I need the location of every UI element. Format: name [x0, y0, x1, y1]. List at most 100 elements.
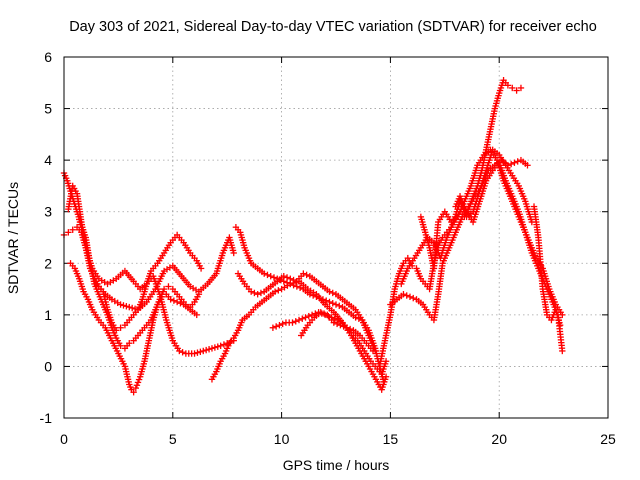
data-point-interp	[227, 338, 234, 346]
series-s5	[76, 216, 237, 313]
data-point-interp	[270, 274, 278, 281]
data-point-interp	[257, 289, 265, 297]
data-point	[326, 288, 333, 295]
data-point-interp	[316, 294, 323, 302]
x-tick-label: 15	[383, 431, 399, 447]
data-point-interp	[305, 312, 312, 320]
data-point	[330, 319, 338, 326]
data-point	[173, 298, 181, 306]
y-axis-label: SDTVAR / TECUs	[5, 182, 21, 294]
data-point	[556, 321, 564, 329]
data-point	[317, 309, 324, 316]
data-point	[271, 288, 279, 295]
y-tick-label: 1	[44, 307, 52, 323]
data-point-interp	[279, 320, 286, 328]
data-point-interp	[296, 284, 304, 291]
data-point-interp	[292, 318, 299, 325]
x-tick-label: 0	[60, 431, 68, 447]
data-point-interp	[309, 292, 317, 299]
data-point-interp	[323, 297, 330, 304]
data-point-interp	[170, 297, 178, 304]
data-point	[230, 249, 237, 257]
data-point	[254, 291, 261, 298]
x-tick-label: 5	[169, 431, 177, 447]
data-point	[126, 340, 133, 347]
data-point-interp	[320, 310, 328, 317]
chart-title: Day 303 of 2021, Sidereal Day-to-day VTE…	[69, 19, 597, 35]
data-point	[306, 291, 314, 298]
data-point	[300, 270, 307, 277]
data-point	[208, 345, 216, 352]
data-point	[559, 347, 566, 355]
data-point	[326, 298, 333, 306]
data-point-interp	[134, 379, 142, 386]
data-point	[269, 324, 277, 331]
y-tick-label: 0	[44, 358, 52, 374]
data-point-interp	[331, 315, 339, 322]
data-point	[176, 347, 183, 355]
data-point-interp	[290, 276, 297, 284]
x-tick-label: 20	[491, 431, 507, 447]
data-point	[247, 288, 255, 295]
data-point-interp	[410, 294, 417, 302]
data-point	[287, 275, 294, 282]
data-point-interp	[329, 289, 336, 297]
data-point-interp	[197, 348, 204, 356]
data-point	[126, 303, 133, 311]
data-point-interp	[205, 346, 213, 353]
y-tick-label: -1	[40, 410, 53, 426]
y-tick-label: 2	[44, 255, 52, 271]
data-point-interp	[214, 343, 221, 350]
data-point	[524, 162, 531, 169]
series-s2	[60, 169, 203, 352]
data-point-interp	[251, 289, 258, 297]
data-point	[69, 226, 76, 233]
data-point-interp	[340, 323, 347, 330]
y-tick-label: 3	[44, 204, 52, 220]
data-point	[260, 270, 268, 277]
data-point-interp	[177, 300, 184, 307]
data-point-interp	[299, 315, 306, 322]
plot-frame	[63, 56, 609, 419]
data-point-interp	[303, 271, 310, 279]
y-tick-label: 6	[44, 49, 52, 65]
data-point	[289, 319, 296, 326]
data-point	[160, 285, 168, 293]
data-point	[509, 84, 516, 92]
data-point	[343, 324, 351, 331]
data-point	[513, 87, 520, 94]
data-point	[313, 293, 320, 301]
data-point	[165, 283, 172, 290]
data-point	[400, 291, 407, 298]
data-point-interp	[123, 303, 130, 310]
data-point	[193, 311, 200, 319]
data-point	[65, 229, 72, 236]
data-point-interp	[346, 325, 354, 333]
data-point	[406, 293, 414, 301]
data-point	[295, 316, 303, 324]
data-point-interp	[336, 302, 343, 310]
x-tick-label: 25	[600, 431, 616, 447]
series-s8	[234, 270, 379, 355]
series-s10	[297, 309, 377, 355]
data-point	[517, 84, 525, 92]
data-point	[280, 272, 287, 280]
data-point-interp	[202, 346, 210, 354]
data-point-interp	[514, 158, 521, 165]
data-point	[302, 314, 309, 321]
y-tick-label: 4	[44, 152, 52, 168]
data-point	[217, 342, 224, 349]
data-point	[130, 389, 137, 396]
data-point	[167, 296, 174, 303]
data-point-interp	[275, 287, 282, 294]
data-point-interp	[272, 323, 280, 330]
data-point	[276, 321, 283, 329]
data-point-interp	[283, 274, 291, 281]
data-point	[504, 82, 512, 89]
data-point	[132, 384, 140, 392]
data-point	[380, 378, 388, 386]
data-markers	[60, 77, 566, 396]
data-point	[117, 301, 124, 308]
data-point-interp	[211, 344, 219, 351]
